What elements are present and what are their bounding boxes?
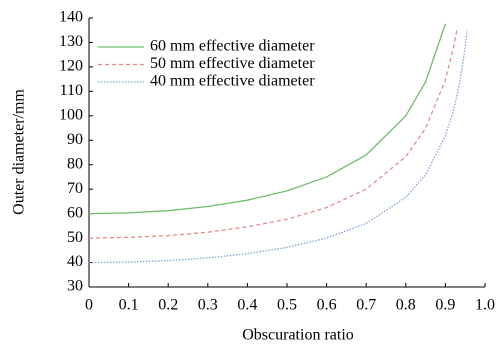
y-tick-label: 90 xyxy=(67,131,83,148)
y-tick-label: 100 xyxy=(59,106,83,123)
legend-label: 40 mm effective diameter xyxy=(150,73,315,90)
legend-label: 60 mm effective diameter xyxy=(150,38,315,55)
x-tick-label: 1.0 xyxy=(475,297,495,314)
x-tick-label: 0.4 xyxy=(237,297,257,314)
series-line xyxy=(88,27,458,239)
y-tick-label: 110 xyxy=(60,82,83,99)
y-tick-label: 140 xyxy=(59,9,83,26)
y-tick-label: 80 xyxy=(67,155,83,172)
x-tick-label: 0.3 xyxy=(198,297,218,314)
y-tick-label: 120 xyxy=(59,58,83,75)
series-line xyxy=(88,30,468,264)
x-axis-label: Obscuration ratio xyxy=(242,327,354,344)
y-tick-label: 70 xyxy=(67,180,83,197)
y-tick-label: 30 xyxy=(67,278,83,295)
y-axis-label: Outer diameter/mm xyxy=(11,89,28,215)
y-tick-label: 40 xyxy=(67,253,83,270)
series-line xyxy=(88,23,447,215)
legend-label: 50 mm effective diameter xyxy=(150,55,315,72)
x-tick-label: 0.7 xyxy=(356,297,376,314)
x-tick-label: 0 xyxy=(85,297,93,314)
y-tick-label: 60 xyxy=(67,204,83,221)
x-tick-label: 0.9 xyxy=(435,297,455,314)
x-tick-label: 0.2 xyxy=(158,297,178,314)
x-tick-label: 0.1 xyxy=(119,297,139,314)
y-tick-label: 130 xyxy=(59,33,83,50)
x-tick-label: 0.5 xyxy=(277,297,297,314)
x-tick-label: 0.8 xyxy=(396,297,416,314)
x-tick-label: 0.6 xyxy=(317,297,337,314)
y-tick-label: 50 xyxy=(67,229,83,246)
